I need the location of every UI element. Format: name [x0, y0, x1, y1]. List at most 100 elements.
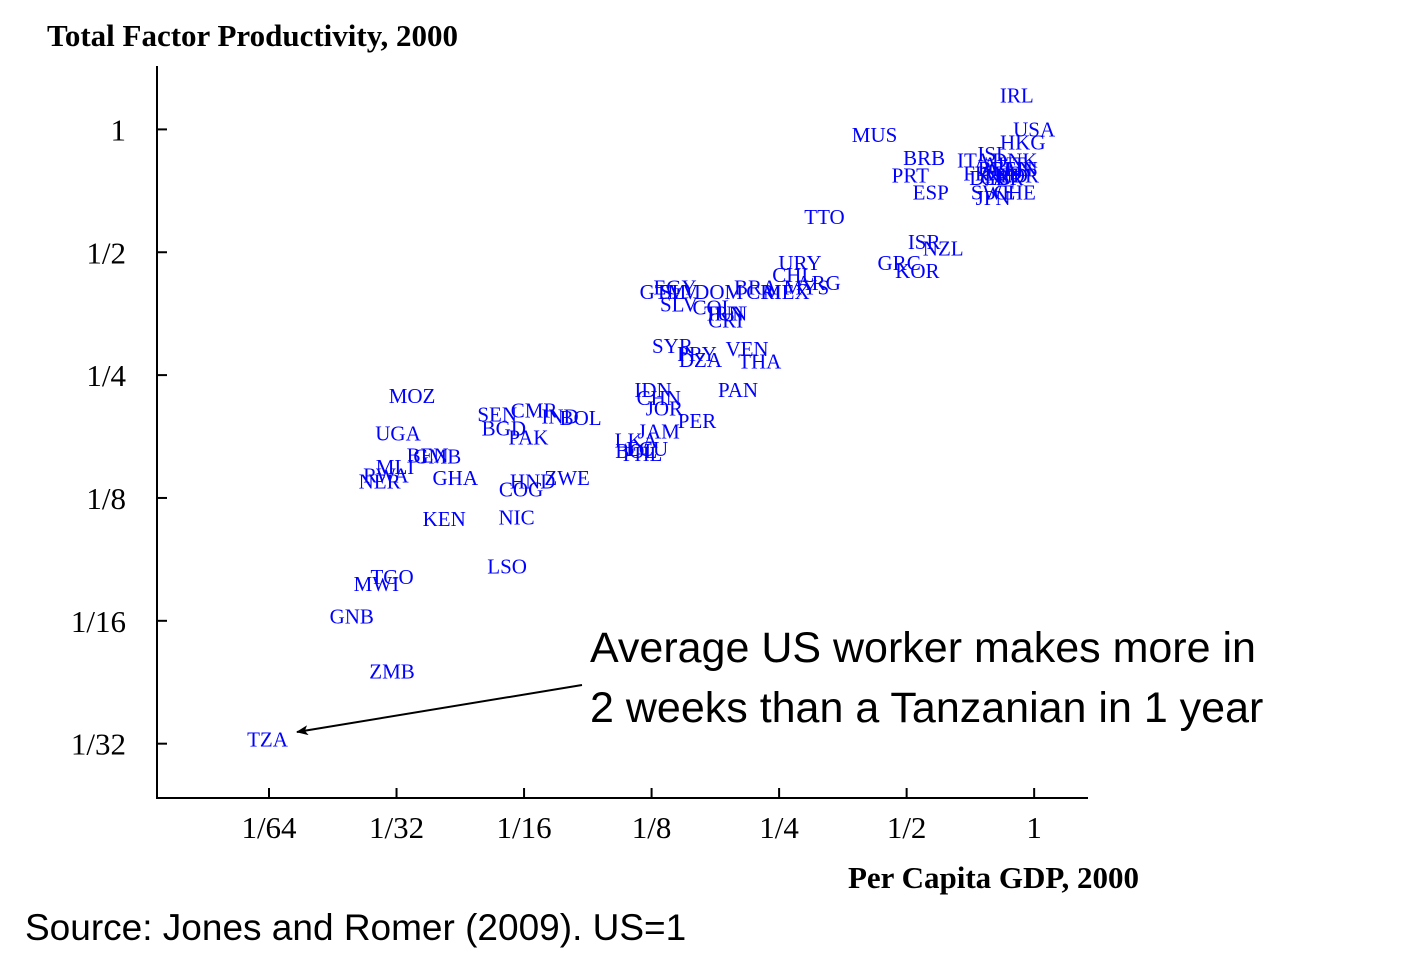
- point-idn: IDN: [634, 378, 671, 402]
- point-mys: MYS: [784, 275, 830, 299]
- point-dza: DZA: [679, 348, 723, 372]
- point-deu: DEU: [969, 166, 1012, 190]
- point-lso: LSO: [487, 554, 527, 578]
- point-tza: TZA: [247, 727, 289, 751]
- annotation-arrow: [296, 684, 583, 736]
- x-tick-label: 1/16: [496, 810, 551, 845]
- point-fin: FIN: [1004, 157, 1038, 181]
- point-mus: MUS: [852, 123, 898, 147]
- x-tick-label: 1: [1026, 810, 1042, 845]
- point-hnd: HND: [510, 470, 556, 494]
- point-can: CAN: [988, 157, 1032, 181]
- point-slv: SLV: [660, 293, 698, 317]
- point-bol: BOL: [560, 406, 602, 430]
- point-hkg: HKG: [1000, 130, 1046, 154]
- point-grc: GRC: [878, 251, 921, 275]
- point-nld: NLD: [985, 164, 1028, 188]
- point-ita: ITA: [957, 148, 991, 172]
- annotation-line-2: 2 weeks than a Tanzanian in 1 year: [590, 684, 1263, 732]
- point-ben: BEN: [407, 443, 449, 467]
- point-zmb: ZMB: [369, 659, 415, 683]
- point-gtm: GTM: [640, 280, 687, 304]
- point-per: PER: [678, 409, 717, 433]
- point-pak: PAK: [508, 425, 548, 449]
- point-gmb: GMB: [413, 444, 461, 468]
- point-dom: DOM: [694, 280, 743, 304]
- x-tick-label: 1/32: [369, 810, 424, 845]
- y-tick-label: 1/8: [86, 481, 126, 516]
- point-lka: LKA: [615, 428, 659, 452]
- point-ken: KEN: [423, 507, 466, 531]
- point-cri: CRI: [708, 309, 743, 333]
- x-tick-label: 1/4: [759, 810, 799, 845]
- point-arg: ARG: [797, 271, 841, 295]
- point-pry: PRY: [677, 342, 717, 366]
- x-tick-label: 1/2: [887, 810, 927, 845]
- point-isl: ISL: [977, 142, 1009, 166]
- point-jpn: JPN: [976, 186, 1011, 210]
- point-chl: CHL: [772, 263, 814, 287]
- annotation-line-1: Average US worker makes more in: [590, 624, 1256, 672]
- point-kor: KOR: [895, 259, 939, 283]
- y-axis-title: Total Factor Productivity, 2000: [47, 18, 458, 53]
- y-ticks: 1 1/2 1/4 1/8 1/16 1/32: [71, 112, 167, 762]
- point-ven: VEN: [725, 337, 768, 361]
- y-tick-label: 1/32: [71, 727, 126, 762]
- y-tick-label: 1: [111, 112, 127, 147]
- point-rwa: RWA: [363, 463, 409, 487]
- point-jor: JOR: [646, 397, 683, 421]
- point-jam: JAM: [638, 419, 680, 443]
- point-irl: IRL: [1000, 84, 1034, 108]
- point-nzl: NZL: [923, 237, 964, 261]
- point-moz: MOZ: [389, 384, 436, 408]
- x-axis-title: Per Capita GDP, 2000: [848, 860, 1139, 895]
- point-tgo: TGO: [370, 565, 413, 589]
- point-phl: PHL: [623, 442, 663, 466]
- axes: [156, 66, 1088, 799]
- point-chn: CHN: [637, 386, 681, 410]
- point-irn: IRN: [708, 301, 744, 325]
- point-cog: COG: [499, 478, 543, 502]
- point-bol: BOL: [615, 439, 657, 463]
- y-tick-label: 1/2: [86, 235, 126, 270]
- point-ury: URY: [778, 251, 821, 275]
- point-aus: AUS: [979, 161, 1021, 185]
- point-bel: BEL: [978, 157, 1018, 181]
- point-fra: FRA: [963, 161, 1005, 185]
- point-tto: TTO: [804, 205, 844, 229]
- point-sen: SEN: [477, 403, 517, 427]
- point-mli: MLI: [376, 455, 415, 479]
- point-pan: PAN: [718, 378, 758, 402]
- point-esp: ESP: [913, 181, 949, 205]
- point-dnk: DNK: [992, 148, 1038, 172]
- x-tick-label: 1/8: [632, 810, 672, 845]
- x-ticks: 1/64 1/32 1/16 1/8 1/4 1/2 1: [241, 788, 1042, 845]
- y-tick-label: 1/4: [86, 358, 126, 393]
- point-tha: THA: [738, 349, 782, 373]
- point-swe: SWE: [971, 181, 1015, 205]
- point-usa: USA: [1013, 117, 1056, 141]
- y-tick-label: 1/16: [71, 604, 126, 639]
- point-egy: EGY: [653, 275, 696, 299]
- point-gnb: GNB: [330, 605, 374, 629]
- point-gha: GHA: [433, 466, 479, 490]
- point-bra: BRA: [734, 275, 778, 299]
- point-aut: AUT: [983, 153, 1026, 177]
- point-cri: CRI: [746, 280, 781, 304]
- point-ecu: ECU: [626, 437, 668, 461]
- point-prt: PRT: [892, 164, 929, 188]
- point-nor: NOR: [995, 164, 1039, 188]
- point-che: CHE: [994, 181, 1036, 205]
- point-uga: UGA: [375, 421, 421, 445]
- point-slv: SLV: [660, 280, 698, 304]
- source-note: Source: Jones and Romer (2009). US=1: [25, 907, 686, 948]
- x-tick-label: 1/64: [241, 810, 297, 845]
- point-nic: NIC: [498, 505, 534, 529]
- point-ind: IND: [541, 404, 578, 428]
- point-gbr: GBR: [980, 166, 1023, 190]
- point-zwe: ZWE: [544, 466, 589, 490]
- point-mwi: MWI: [354, 572, 400, 596]
- point-isr: ISR: [908, 230, 941, 254]
